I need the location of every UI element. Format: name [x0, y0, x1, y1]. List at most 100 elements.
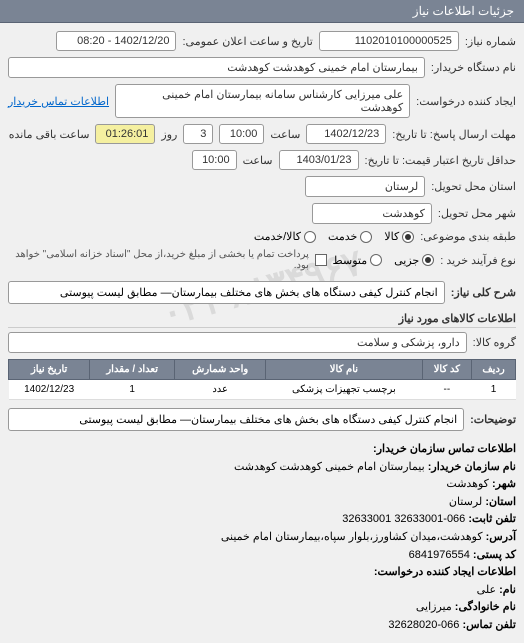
address-label: آدرس: [486, 531, 516, 543]
contact-postal-row: کد پستی: 6841976554 [8, 547, 516, 565]
announce-date-value: 1402/12/20 - 08:20 [56, 31, 176, 51]
td-row: 1 [472, 380, 516, 400]
org-label: نام سازمان خریدار: [428, 461, 516, 473]
response-deadline-date: 1402/12/23 [306, 124, 386, 144]
address-value: کوهدشت،میدان کشاورز،بلوار سپاه،بیمارستان… [221, 531, 483, 543]
td-code: -- [422, 380, 471, 400]
td-qty: 1 [90, 380, 175, 400]
main-content: شماره نیاز: 1102010100000525 تاریخ و ساع… [0, 23, 524, 643]
table-row: 1 -- برچسب تجهیزات پزشکی عدد 1 1402/12/2… [9, 380, 516, 400]
th-qty: تعداد / مقدار [90, 360, 175, 380]
province-value: لرستان [449, 496, 482, 508]
province-label: استان: [485, 496, 516, 508]
lastname-value: میرزایی [416, 601, 452, 613]
radio-both-circle [304, 231, 316, 243]
credit-deadline-label: حداقل تاریخ اعتبار قیمت: تا تاریخ: [365, 154, 516, 167]
row-delivery-city: شهر محل تحویل: کوهدشت [8, 203, 516, 224]
creator-phone-value: 066-32628020 [388, 619, 459, 631]
process-radio-group: جزیی متوسط [333, 254, 435, 267]
goods-group-value: دارو، پزشکی و سلامت [8, 332, 467, 353]
radio-small[interactable]: جزیی [394, 254, 434, 267]
category-radio-group: کالا خدمت کالا/خدمت [254, 230, 414, 243]
radio-goods[interactable]: کالا [384, 230, 414, 243]
name-value: علی [477, 584, 496, 596]
delivery-province-label: استان محل تحویل: [431, 180, 516, 193]
contact-city-row: شهر: کوهدشت [8, 476, 516, 494]
radio-small-circle [422, 254, 434, 266]
th-name: نام کالا [266, 360, 423, 380]
city-label: شهر: [492, 478, 516, 490]
payment-checkbox[interactable] [315, 254, 327, 266]
th-date: تاریخ نیاز [9, 360, 90, 380]
radio-service[interactable]: خدمت [328, 230, 372, 243]
radio-goods-circle [402, 231, 414, 243]
header-bar: جزئیات اطلاعات نیاز [0, 0, 524, 23]
radio-service-circle [360, 231, 372, 243]
creator-lastname-row: نام خانوادگی: میرزایی [8, 599, 516, 617]
device-value: بیمارستان امام خمینی کوهدشت کوهدشت [8, 57, 425, 78]
td-unit: عدد [175, 380, 266, 400]
time-label-1: ساعت [270, 128, 300, 141]
radio-medium[interactable]: متوسط [333, 254, 383, 267]
process-type-label: نوع فرآیند خرید : [440, 254, 516, 267]
contact-province-row: استان: لرستان [8, 494, 516, 512]
th-unit: واحد شمارش [175, 360, 266, 380]
contact-phone-row: تلفن ثابت: 066-32633001 32633001 [8, 511, 516, 529]
phone-label: تلفن ثابت: [468, 513, 516, 525]
contact-org-row: نام سازمان خریدار: بیمارستان امام خمینی … [8, 459, 516, 477]
creator-section-title: اطلاعات ایجاد کننده درخواست: [8, 564, 516, 582]
row-main-desc: شرح کلی نیاز: انجام کنترل کیفی دستگاه ها… [8, 281, 516, 304]
day-label: روز [161, 128, 177, 141]
postal-value: 6841976554 [409, 549, 470, 561]
row-goods-group: گروه کالا: دارو، پزشکی و سلامت [8, 332, 516, 353]
credit-deadline-date: 1403/01/23 [279, 150, 359, 170]
payment-note: پرداخت تمام یا بخشی از مبلغ خرید،از محل … [8, 249, 309, 271]
response-deadline-label: مهلت ارسال پاسخ: تا تاریخ: [392, 128, 516, 141]
goods-table: ردیف کد کالا نام کالا واحد شمارش تعداد /… [8, 359, 516, 400]
time-label-2: ساعت [243, 154, 273, 167]
postal-label: کد پستی: [473, 549, 516, 561]
td-date: 1402/12/23 [9, 380, 90, 400]
category-label: طبقه بندی موضوعی: [420, 230, 516, 243]
need-number-value: 1102010100000525 [319, 31, 459, 51]
radio-small-label: جزیی [394, 254, 419, 267]
row-delivery-province: استان محل تحویل: لرستان [8, 176, 516, 197]
row-response-deadline: مهلت ارسال پاسخ: تا تاریخ: 1402/12/23 سا… [8, 124, 516, 144]
table-header-row: ردیف کد کالا نام کالا واحد شمارش تعداد /… [9, 360, 516, 380]
radio-goods-label: کالا [384, 230, 399, 243]
creator-phone-label: تلفن تماس: [462, 619, 516, 631]
main-desc-value: انجام کنترل کیفی دستگاه های بخش های مختل… [8, 281, 445, 304]
device-label: نام دستگاه خریدار: [431, 61, 516, 74]
delivery-city-value: کوهدشت [312, 203, 432, 224]
row-creator: ایجاد کننده درخواست: علی میرزایی کارشناس… [8, 84, 516, 118]
contact-link[interactable]: اطلاعات تماس خریدار [8, 95, 109, 108]
td-name: برچسب تجهیزات پزشکی [266, 380, 423, 400]
radio-both-label: کالا/خدمت [254, 230, 301, 243]
row-notes: توضیحات: انجام کنترل کیفی دستگاه های بخش… [8, 408, 516, 431]
notes-value: انجام کنترل کیفی دستگاه های بخش های مختل… [8, 408, 464, 431]
row-category: طبقه بندی موضوعی: کالا خدمت کالا/خدمت [8, 230, 516, 243]
org-value: بیمارستان امام خمینی کوهدشت کوهدشت [234, 461, 425, 473]
creator-value: علی میرزایی کارشناس سامانه بیمارستان اما… [115, 84, 410, 118]
goods-section-title: اطلاعات کالاهای مورد نیاز [8, 312, 516, 328]
city-value: کوهدشت [446, 478, 489, 490]
creator-phone-row: تلفن تماس: 066-32628020 [8, 617, 516, 635]
row-need-number: شماره نیاز: 1102010100000525 تاریخ و ساع… [8, 31, 516, 51]
radio-medium-label: متوسط [333, 254, 368, 267]
delivery-city-label: شهر محل تحویل: [438, 207, 516, 220]
phone-value: 066-32633001 32633001 [342, 513, 465, 525]
response-deadline-time: 10:00 [219, 124, 264, 144]
contact-address-row: آدرس: کوهدشت،میدان کشاورز،بلوار سپاه،بیم… [8, 529, 516, 547]
days-value: 3 [183, 124, 213, 144]
th-code: کد کالا [422, 360, 471, 380]
radio-both[interactable]: کالا/خدمت [254, 230, 316, 243]
th-row: ردیف [472, 360, 516, 380]
name-label: نام: [499, 584, 516, 596]
radio-medium-circle [370, 254, 382, 266]
remaining-label: ساعت باقی مانده [9, 128, 90, 141]
credit-deadline-time: 10:00 [192, 150, 237, 170]
goods-group-label: گروه کالا: [473, 336, 516, 349]
contact-section: اطلاعات تماس سازمان خریدار: نام سازمان خ… [8, 441, 516, 635]
row-credit-deadline: حداقل تاریخ اعتبار قیمت: تا تاریخ: 1403/… [8, 150, 516, 170]
creator-name-row: نام: علی [8, 582, 516, 600]
